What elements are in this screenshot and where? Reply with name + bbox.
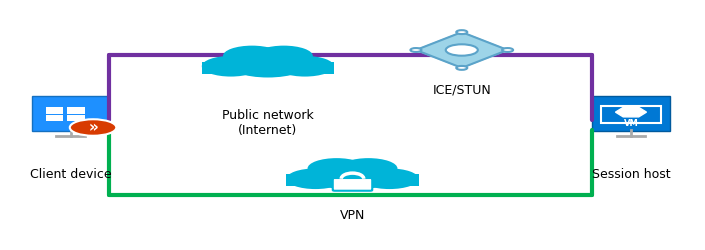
Polygon shape (615, 107, 646, 117)
FancyBboxPatch shape (333, 178, 372, 191)
FancyBboxPatch shape (46, 108, 63, 114)
Circle shape (456, 66, 467, 70)
Text: Public network
(Internet): Public network (Internet) (222, 109, 314, 137)
Text: VM: VM (624, 118, 638, 128)
Polygon shape (416, 32, 508, 68)
Circle shape (255, 46, 313, 66)
Text: Client device: Client device (30, 168, 111, 180)
Circle shape (339, 158, 398, 179)
Circle shape (456, 30, 467, 34)
Circle shape (502, 48, 513, 52)
FancyBboxPatch shape (286, 174, 419, 186)
Circle shape (286, 168, 345, 189)
Text: »: » (88, 120, 98, 135)
FancyBboxPatch shape (67, 108, 85, 114)
FancyBboxPatch shape (67, 115, 85, 121)
FancyBboxPatch shape (46, 115, 63, 121)
Circle shape (310, 160, 395, 190)
Circle shape (410, 48, 422, 52)
Circle shape (276, 56, 334, 76)
Circle shape (70, 119, 116, 136)
Circle shape (226, 48, 310, 78)
Circle shape (307, 158, 366, 179)
FancyBboxPatch shape (592, 96, 670, 131)
Text: ICE/STUN: ICE/STUN (432, 84, 491, 97)
Circle shape (202, 56, 260, 76)
FancyBboxPatch shape (202, 62, 334, 74)
Text: VPN: VPN (340, 209, 365, 222)
Circle shape (223, 46, 281, 66)
FancyBboxPatch shape (32, 96, 109, 131)
Circle shape (446, 44, 478, 56)
Circle shape (360, 168, 419, 189)
Text: Session host: Session host (591, 168, 670, 180)
